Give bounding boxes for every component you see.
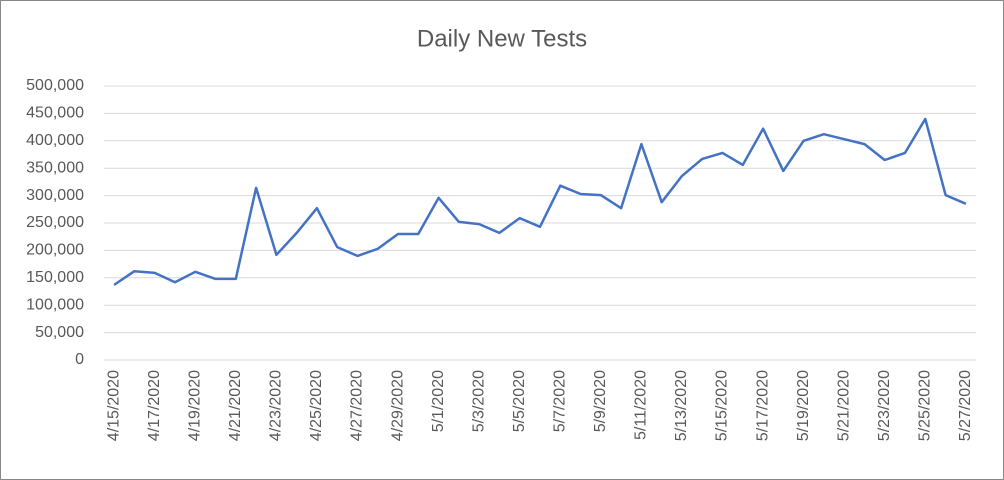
x-tick-label: 5/25/2020 [917, 370, 934, 441]
x-tick-label: 5/11/2020 [633, 370, 650, 440]
y-tick-label: 500,000 [26, 77, 84, 94]
x-tick-label: 5/9/2020 [592, 370, 609, 432]
y-tick-label: 450,000 [26, 105, 84, 122]
y-tick-label: 0 [75, 351, 84, 368]
x-tick-label: 5/19/2020 [795, 370, 812, 441]
y-tick-label: 250,000 [26, 214, 84, 231]
x-tick-label: 4/17/2020 [146, 370, 163, 441]
x-tick-label: 4/19/2020 [186, 370, 203, 441]
y-tick-label: 100,000 [26, 296, 84, 313]
x-tick-label: 4/15/2020 [105, 370, 122, 441]
x-tick-label: 5/15/2020 [714, 370, 731, 441]
y-tick-label: 150,000 [26, 269, 84, 286]
x-tick-label: 5/17/2020 [754, 370, 771, 441]
y-tick-label: 350,000 [26, 159, 84, 176]
x-tick-label: 4/29/2020 [389, 370, 406, 441]
x-tick-label: 5/13/2020 [673, 370, 690, 441]
x-tick-label: 4/25/2020 [308, 370, 325, 441]
x-tick-label: 5/21/2020 [835, 370, 852, 441]
x-tick-label: 5/5/2020 [511, 370, 528, 432]
series-line [113, 117, 967, 286]
y-tick-label: 400,000 [26, 132, 84, 149]
x-tick-label: 5/1/2020 [430, 370, 447, 432]
x-tick-label: 5/23/2020 [876, 370, 893, 441]
x-tick-label: 4/21/2020 [227, 370, 244, 441]
x-tick-label: 5/3/2020 [470, 370, 487, 432]
x-tick-label: 4/23/2020 [268, 370, 285, 441]
x-tick-label: 5/7/2020 [551, 370, 568, 432]
chart-title: Daily New Tests [417, 25, 587, 52]
y-tick-label: 50,000 [35, 324, 84, 341]
x-tick-label: 4/27/2020 [349, 370, 366, 441]
y-tick-label: 300,000 [26, 187, 84, 204]
y-tick-label: 200,000 [26, 242, 84, 259]
x-tick-label: 5/27/2020 [957, 370, 974, 441]
